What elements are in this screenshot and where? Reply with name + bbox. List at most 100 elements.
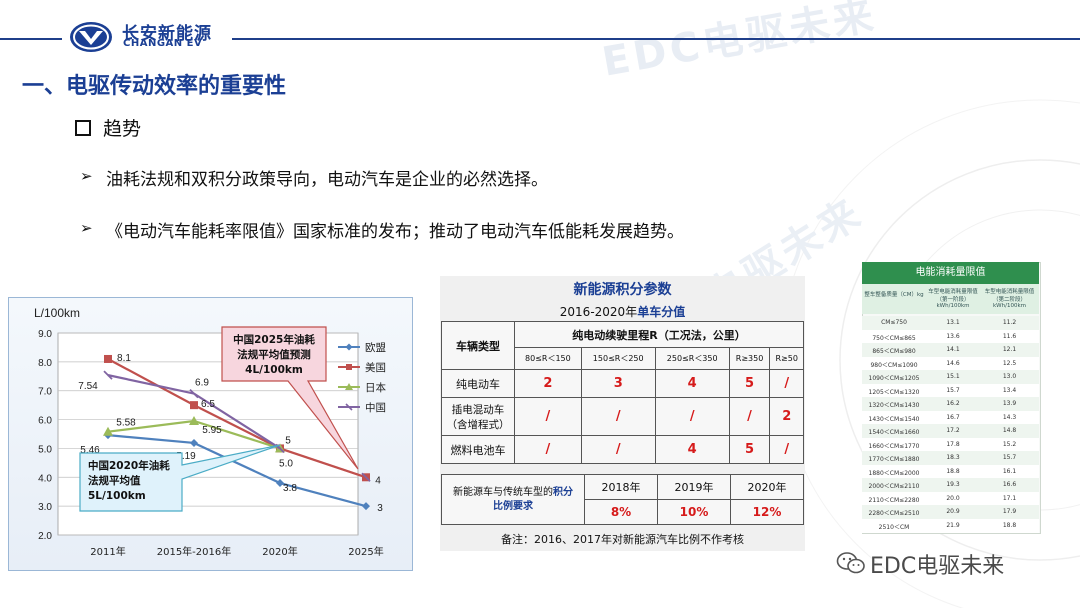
table-cell: 750＜CM≤865 [872, 334, 916, 342]
year-2019: 2019年 [657, 474, 731, 500]
callout-2020-text: 中国2020年油耗 [88, 459, 170, 472]
table-cell: / [728, 397, 771, 436]
series-line-1 [107, 358, 367, 479]
energy-table-title: 电能消耗量限值 [862, 262, 1039, 284]
subtitle-years: 2016-2020年 [559, 305, 638, 319]
table-cell: 14.3 [1002, 413, 1017, 421]
table-cell: 2000＜CM≤2110 [868, 483, 920, 490]
legend-marker [345, 343, 353, 351]
table-cell: 13.4 [1002, 386, 1017, 394]
table-cell: 865＜CM≤980 [872, 348, 916, 355]
x-tick-label: 2020年 [262, 545, 297, 558]
legend-label: 日本 [365, 381, 386, 394]
energy-col-mass: 整车整备质量（CM）kg [864, 292, 924, 298]
x-tick-label: 2011年 [90, 545, 125, 558]
energy-table-row: 1205＜CM≤1320 15.7 13.4 [862, 383, 1039, 398]
table-cell: 17.1 [1002, 494, 1017, 502]
table-cell: 17.2 [946, 427, 960, 434]
table-cell: 18.3 [946, 454, 960, 461]
data-point [362, 502, 370, 511]
y-tick-label: 6.0 [38, 416, 52, 427]
energy-table-row: 1540＜CM≤1660 17.2 14.8 [862, 424, 1039, 439]
wechat-icon [836, 552, 865, 574]
table-cell: / [769, 435, 804, 464]
table-cell: 15.2 [1002, 440, 1017, 448]
brand-name-en: CHANGAN EV [123, 38, 203, 49]
callout-2025-text: 4L/100km [245, 364, 303, 376]
table-cell: 12.5 [1002, 359, 1017, 367]
energy-table-row: 1660＜CM≤1770 17.8 15.2 [862, 437, 1039, 452]
ratio-table: 新能源车与传统车型的积分 比例要求 2018年 2019年 2020年 8% 1… [441, 474, 804, 525]
table-cell: 12.1 [1002, 346, 1017, 353]
callout-2020-text: 5L/100km [88, 490, 146, 502]
data-label: 3.8 [283, 483, 297, 494]
table-cell: 5 [728, 435, 771, 464]
table-cell: 11.6 [1002, 332, 1017, 340]
y-tick-label: 9.0 [38, 329, 52, 340]
table-cell: 16.6 [1002, 481, 1017, 488]
year-2018: 2018年 [584, 474, 658, 500]
table-cell: 13.9 [1002, 400, 1017, 407]
table-cell: 15.7 [946, 386, 960, 394]
table-cell: 17.8 [946, 440, 960, 448]
y-tick-label: 7.0 [38, 387, 52, 398]
data-point [103, 426, 113, 436]
page-title: 一、电驱传动效率的重要性 [22, 73, 287, 99]
table-cell: 16.7 [946, 413, 960, 421]
ratio-label-c: 比例要求 [493, 500, 533, 512]
energy-table-row: 1090＜CM≤1205 15.1 13.0 [862, 370, 1039, 385]
energy-table-row: 980＜CM≤1090 14.6 12.5 [862, 356, 1039, 371]
series-line-0 [107, 434, 367, 508]
table-cell: / [514, 397, 582, 436]
range-col-2: 150≤R＜250 [580, 347, 656, 370]
data-label: 7.54 [78, 381, 98, 392]
row-type-phev: 插电混动车（含增程式） [441, 397, 515, 436]
table-cell: 4 [654, 369, 730, 398]
energy-table-row: 2510＜CM 21.9 18.8 [862, 518, 1039, 533]
data-label: 5.58 [116, 418, 136, 429]
range-col-1: 80≤R＜150 [514, 347, 582, 370]
header-rule-right [232, 38, 1080, 40]
range-col-5: R≥50 [769, 347, 804, 370]
energy-table-row: 1880＜CM≤2000 18.8 16.1 [862, 464, 1039, 479]
header-rule-left [0, 38, 62, 40]
data-point [361, 472, 371, 482]
energy-table-row: 1320＜CM≤1430 16.2 13.9 [862, 397, 1039, 412]
table-cell: 20.9 [946, 508, 960, 515]
points-table: 车辆类型 纯电动续驶里程R（工况法，公里） 80≤R＜150 150≤R＜250… [441, 321, 804, 464]
ratio-2019: 10% [657, 499, 731, 525]
table-cell: 980＜CM≤1090 [870, 361, 918, 369]
range-col-3: 250≤R＜350 [654, 347, 730, 370]
table-cell: 15.1 [946, 373, 960, 380]
data-label: 5.46 [80, 445, 100, 456]
table-cell: 4 [654, 435, 730, 464]
vehicle-type-header: 车辆类型 [441, 321, 515, 370]
energy-col-stage2: 车型电能消耗量限值（第二阶段）kWh/100km [984, 289, 1035, 309]
row-type-fcev: 燃料电池车 [441, 435, 515, 464]
table-cell: 18.8 [1002, 521, 1017, 529]
data-label: 4 [375, 475, 381, 486]
energy-table-row: 1770＜CM≤1880 18.3 15.7 [862, 451, 1039, 466]
table-cell: 16.1 [1002, 467, 1017, 475]
table-cell: 21.9 [946, 521, 960, 529]
data-label: 5.95 [202, 425, 222, 436]
data-point [104, 354, 112, 363]
table-cell: 14.6 [946, 359, 960, 367]
changan-logo-icon [70, 22, 112, 52]
y-tick-label: 8.0 [38, 358, 52, 369]
bullet-arrow-icon: ➢ [80, 167, 93, 185]
y-tick-label: 2.0 [38, 531, 52, 542]
ratio-2020: 12% [730, 499, 804, 525]
range-header: 纯电动续驶里程R（工况法，公里） [514, 321, 804, 348]
table-cell: 1770＜CM≤1880 [868, 456, 920, 463]
table-cell: 5 [728, 369, 771, 398]
year-2020: 2020年 [730, 474, 804, 500]
table-cell: 18.8 [946, 467, 960, 475]
data-point [103, 370, 113, 380]
table-cell: / [654, 397, 730, 436]
table-cell: 13.0 [1002, 373, 1017, 380]
energy-table-row: 750＜CM≤865 13.6 11.6 [862, 329, 1039, 344]
energy-table-row: 1430＜CM≤1540 16.7 14.3 [862, 410, 1039, 425]
table-cell: 1540＜CM≤1660 [868, 429, 920, 436]
ratio-label: 新能源车与传统车型的积分 比例要求 [441, 474, 585, 525]
